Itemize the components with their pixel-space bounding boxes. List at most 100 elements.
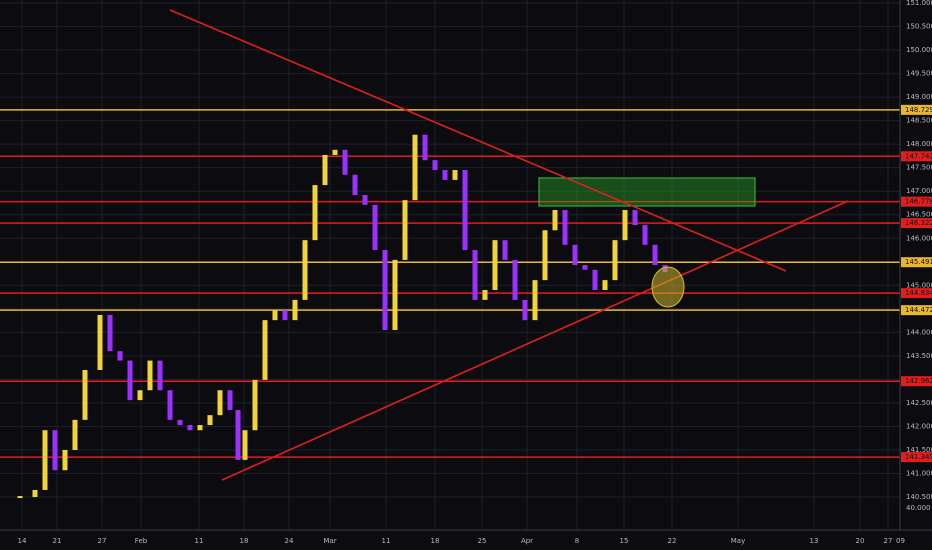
level-tag [901,452,932,463]
y-tick-label: 146.000 [906,234,932,242]
candle [572,244,578,266]
candle [442,170,448,180]
x-tick-label: Feb [135,537,148,545]
x-tick-label: 13 [810,537,819,545]
level-tag [901,104,932,115]
x-tick-label: 18 [431,537,440,545]
x-tick-label: 25 [478,537,487,545]
candle [522,299,528,321]
level-tag [901,288,932,299]
level-label: 142.962 [905,377,932,385]
candle [17,496,23,499]
candle [382,250,388,331]
x-tick-label: 11 [382,537,391,545]
candle [542,230,548,281]
candle [42,430,48,490]
level-tag [901,257,932,268]
candle [107,314,113,352]
candle [147,360,153,391]
candle [552,210,558,231]
candle [302,240,308,300]
candle [582,265,588,270]
candle [492,240,498,291]
candle [602,280,608,291]
candle [612,240,618,281]
trend-line [221,200,849,481]
time-label: 09 [896,537,905,545]
candle [422,134,428,161]
candle [342,149,348,175]
candle [127,360,133,401]
candle [252,379,258,431]
y-tick-label: 142.500 [906,399,932,407]
volume-label: 40.000 [906,504,931,512]
x-tick-label: 14 [18,537,27,545]
candle [62,449,68,471]
candle [117,351,123,361]
y-tick-label: 149.000 [906,93,932,101]
highlight-ellipse [651,266,685,308]
x-tick-label: 8 [575,537,579,545]
x-tick-label: 27 [98,537,107,545]
candle [167,390,173,420]
candle [402,200,408,260]
y-tick-label: 148.500 [906,117,932,125]
level-label: 141.349 [905,453,932,461]
x-tick-label: 22 [668,537,677,545]
y-tick-label: 149.500 [906,70,932,78]
level-label: 147.742 [905,152,932,160]
candle [197,425,203,431]
candle [502,240,508,260]
candle [272,310,278,321]
candle [352,174,358,195]
candle [592,269,598,291]
candle [32,489,38,498]
candle [312,185,318,241]
level-label: 145.491 [905,258,932,266]
level-label: 148.729 [905,106,932,114]
candle [52,430,58,471]
level-tag [901,218,932,229]
y-tick-label: 146.500 [906,211,932,219]
candle [392,259,398,331]
candle [97,314,103,371]
candle [532,280,538,321]
candle [217,390,223,416]
x-tick-label: 11 [195,537,204,545]
y-tick-label: 150.000 [906,46,932,54]
y-tick-label: 141.000 [906,470,932,478]
candle [227,390,233,410]
x-tick-label: Mar [323,537,336,545]
candle [187,425,193,431]
candle [362,194,368,205]
y-tick-label: 142.000 [906,422,932,430]
candle [242,430,248,460]
x-tick-label: 24 [285,537,294,545]
candle [432,160,438,171]
candle [177,419,183,426]
candle [462,170,468,251]
level-label: 144.472 [905,306,932,314]
candle [452,170,458,180]
y-tick-label: 141.500 [906,446,932,454]
y-tick-label: 143.500 [906,352,932,360]
y-tick-label: 147.000 [906,187,932,195]
level-tag [901,151,932,162]
y-tick-label: 150.500 [906,23,932,31]
level-label: 146.322 [905,219,932,227]
x-tick-label: 27 [884,537,893,545]
x-tick-label: 18 [240,537,249,545]
x-tick-label: Apr [521,537,533,545]
level-tag [901,196,932,207]
candle [372,204,378,251]
candle [652,244,658,266]
candle [235,409,241,460]
y-tick-label: 151.000 [906,0,932,7]
candle [82,370,88,420]
candle [512,259,518,300]
trend-line [169,9,787,272]
y-tick-label: 147.500 [906,164,932,172]
candle [482,290,488,300]
